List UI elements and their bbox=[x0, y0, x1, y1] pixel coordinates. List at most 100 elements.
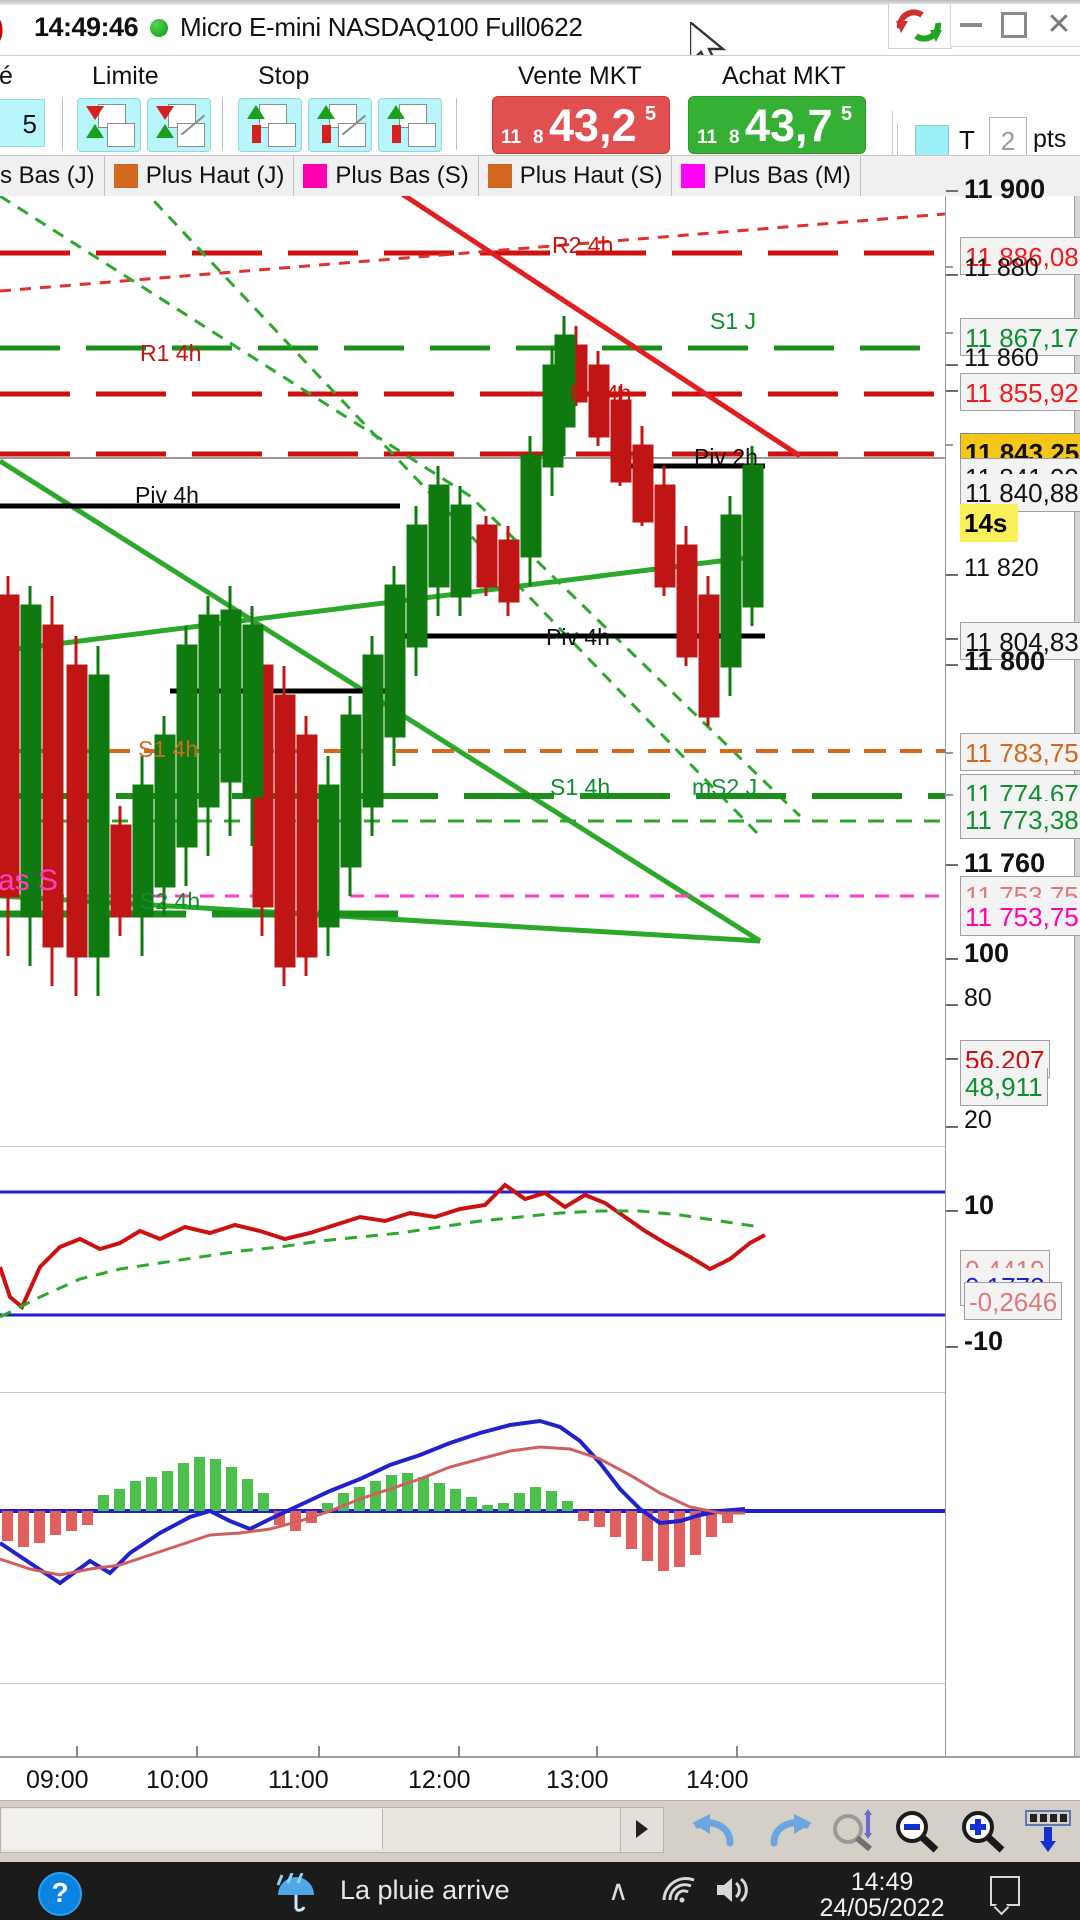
time-tick bbox=[196, 1746, 198, 1758]
macd-pane[interactable] bbox=[0, 1393, 945, 1684]
legend-swatch-icon bbox=[303, 164, 328, 188]
sell-price-mid: 8 bbox=[533, 127, 544, 148]
green-up-arrow-icon bbox=[86, 124, 104, 138]
taskbar-clock-date[interactable]: 24/05/2022 bbox=[819, 1894, 945, 1922]
zoom-fit-icon[interactable] bbox=[826, 1809, 880, 1853]
notification-icon[interactable] bbox=[990, 1876, 1020, 1906]
redo-icon[interactable] bbox=[760, 1809, 814, 1853]
toolbar-divider-3 bbox=[456, 98, 457, 150]
limit-sell-close-button[interactable] bbox=[147, 98, 211, 152]
time-tick bbox=[596, 1746, 598, 1758]
achat-mkt-label: Achat MKT bbox=[722, 62, 846, 90]
rsi-pane[interactable] bbox=[0, 1147, 945, 1393]
legend-label: s Bas (J) bbox=[0, 162, 95, 189]
limit-sell-order-button[interactable] bbox=[77, 98, 141, 152]
sell-price-sup: 5 bbox=[645, 103, 657, 125]
axis-label-11760: 11 760 bbox=[964, 848, 1046, 878]
time-tick bbox=[76, 1746, 78, 1758]
legend-item[interactable]: Plus Haut (J) bbox=[105, 156, 295, 196]
rsi-label-20: 20 bbox=[964, 1106, 992, 1134]
buy-price-sup: 5 bbox=[841, 103, 853, 125]
toolbar-divider-1 bbox=[62, 98, 63, 150]
title-bar: ) 14:49:46 Micro E-mini NASDAQ100 Full06… bbox=[0, 0, 1080, 71]
wifi-icon[interactable] bbox=[660, 1876, 700, 1913]
window-controls: ✕ bbox=[950, 4, 1080, 47]
sell-market-button[interactable]: 11 8 43,2 5 bbox=[492, 96, 670, 154]
legend-item[interactable]: Plus Bas (M) bbox=[672, 156, 861, 196]
price-pane[interactable]: R2 4h S1 J R1 4h R1 4h Piv 2h Piv 4h Piv… bbox=[0, 183, 946, 1147]
time-label-1200: 12:00 bbox=[408, 1766, 471, 1794]
legend-swatch-icon bbox=[487, 164, 512, 188]
annotation-r2-4h: R2 4h bbox=[552, 232, 614, 258]
legend-label: Plus Haut (J) bbox=[145, 162, 285, 189]
sell-price-prefix: 11 bbox=[501, 127, 522, 148]
close-button[interactable]: ✕ bbox=[1046, 8, 1072, 41]
help-icon[interactable]: ? bbox=[38, 1872, 82, 1916]
zoom-out-icon[interactable] bbox=[890, 1809, 944, 1853]
chevron-up-icon[interactable]: ∧ bbox=[608, 1875, 629, 1906]
quantity-input[interactable]: 5 bbox=[0, 99, 45, 147]
undo-icon[interactable] bbox=[690, 1809, 744, 1853]
session-clock: 14:49:46 bbox=[34, 12, 139, 42]
stop-buy-order-button[interactable] bbox=[238, 98, 302, 152]
annotation-piv-4h: Piv 4h bbox=[135, 482, 199, 508]
legend-item[interactable]: Plus Haut (S) bbox=[479, 156, 673, 196]
macd-value-signal: -0,2646 bbox=[964, 1282, 1063, 1320]
scroll-right-button[interactable] bbox=[620, 1807, 664, 1853]
toolbar-divider-2 bbox=[222, 98, 223, 150]
axis-tick bbox=[946, 574, 958, 576]
green-up-arrow-icon bbox=[247, 105, 265, 119]
annotation-s1-j: S1 J bbox=[710, 308, 757, 334]
legend-item[interactable]: s Bas (J) bbox=[0, 156, 105, 196]
rsi-chart-svg bbox=[0, 1182, 945, 1319]
buy-price-main: 43,7 bbox=[745, 100, 833, 151]
doc-shape bbox=[268, 123, 296, 147]
stop-buy-alt-button[interactable] bbox=[378, 98, 442, 152]
macd-chart-svg bbox=[0, 1418, 945, 1586]
scroll-end-icon[interactable] bbox=[1022, 1809, 1076, 1853]
vente-mkt-label: Vente MKT bbox=[518, 62, 642, 90]
indicator-legend: s Bas (J) Plus Haut (J) Plus Bas (S) Plu… bbox=[0, 155, 1080, 197]
trailing-checkbox[interactable] bbox=[915, 125, 949, 159]
axis-label-11880: 11 880 bbox=[964, 254, 1039, 282]
weather-text[interactable]: La pluie arrive bbox=[340, 1875, 510, 1905]
annotation-s2-4h: S2 4h bbox=[140, 888, 201, 914]
time-tick bbox=[318, 1746, 320, 1758]
trailing-unit: pts bbox=[1033, 125, 1067, 153]
time-label-0900: 09:00 bbox=[26, 1766, 89, 1794]
scrollbar-thumb[interactable] bbox=[2, 1809, 383, 1849]
axis-label-11900: 11 900 bbox=[964, 174, 1046, 204]
stop-buy-close-button[interactable] bbox=[308, 98, 372, 152]
rsi-value-signal: 48,911 bbox=[960, 1068, 1048, 1106]
axis-label-11820: 11 820 bbox=[964, 554, 1039, 582]
speaker-icon[interactable] bbox=[714, 1874, 754, 1914]
refresh-button[interactable] bbox=[888, 4, 952, 49]
limite-label: Limite bbox=[92, 62, 159, 90]
minimize-button[interactable] bbox=[960, 23, 983, 27]
buy-market-button[interactable]: 11 8 43,7 5 bbox=[688, 96, 866, 154]
axis-tick bbox=[946, 390, 958, 392]
zoom-in-icon[interactable] bbox=[956, 1809, 1010, 1853]
horizontal-scrollbar[interactable] bbox=[0, 1807, 662, 1853]
legend-label: Plus Haut (S) bbox=[519, 162, 663, 189]
axis-scrollbar[interactable] bbox=[1074, 196, 1080, 1756]
umbrella-rain-icon[interactable] bbox=[272, 1872, 324, 1921]
taskbar-clock-time[interactable]: 14:49 bbox=[850, 1868, 914, 1896]
axis-tick bbox=[946, 444, 953, 446]
legend-item[interactable]: Plus Bas (S) bbox=[294, 156, 479, 196]
red-bar-icon bbox=[392, 125, 401, 143]
maximize-button[interactable] bbox=[1001, 12, 1028, 38]
axis-tick bbox=[946, 1346, 958, 1348]
axis-label-11840: 11 840,88 bbox=[960, 474, 1080, 512]
instrument-title: Micro E-mini NASDAQ100 Full0622 bbox=[180, 12, 583, 42]
axis-label-11804: 11 804,83 bbox=[960, 622, 1080, 660]
connection-status-dot bbox=[150, 19, 168, 37]
axis-label-11860: 11 860 bbox=[964, 344, 1039, 372]
axis-tick bbox=[946, 364, 958, 366]
price-axis[interactable]: 11 900 11 886,08 11 880 11 867,17 11 860… bbox=[945, 174, 1080, 1756]
red-bar-icon bbox=[252, 125, 261, 143]
legend-label: Plus Bas (M) bbox=[713, 162, 851, 189]
order-toolbar: té 5 Limite Stop bbox=[0, 55, 1080, 211]
axis-tick bbox=[946, 1210, 958, 1212]
chart-area[interactable]: R2 4h S1 J R1 4h R1 4h Piv 2h Piv 4h Piv… bbox=[0, 174, 1080, 1756]
